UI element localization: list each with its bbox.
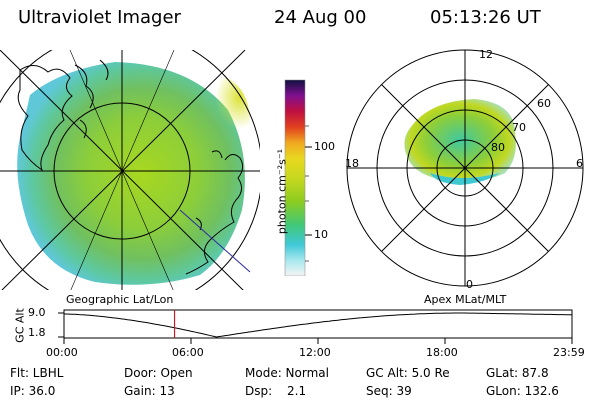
status-dsp-label: Dsp: [245, 384, 273, 398]
magnetic-polar-plot [346, 49, 584, 287]
intensity-colorbar [284, 79, 312, 276]
mlt-label-6: 6 [576, 157, 583, 170]
timeline-ytick-min: 1.8 [28, 326, 46, 339]
colorbar-tick-10: 10 [314, 228, 328, 241]
colorbar-tick-100: 100 [314, 140, 335, 153]
mlat-label-80: 80 [491, 141, 505, 154]
altitude-curve [64, 312, 572, 338]
timeline-xtick-0600: 06:00 [172, 346, 204, 359]
coastline-siberia [185, 154, 244, 275]
status-door: Door: Open [124, 366, 193, 380]
mlt-label-18: 18 [345, 157, 359, 170]
instrument-title: Ultraviolet Imager [18, 7, 181, 28]
status-filter: Flt: LBHL [10, 366, 64, 380]
mlat-label-70: 70 [512, 121, 526, 134]
observation-time: 05:13:26 UT [430, 7, 541, 28]
status-mode: Mode: Normal [245, 366, 329, 380]
mlt-label-12: 12 [479, 48, 493, 61]
status-gain: Gain: 13 [124, 384, 175, 398]
altitude-timeline [58, 309, 573, 344]
status-gc-alt: GC Alt: 5.0 Re [366, 366, 450, 380]
timeline-left-title: Geographic Lat/Lon [66, 293, 174, 306]
status-glon: GLon: 132.6 [486, 384, 559, 398]
timeline-ytick-max: 9.0 [28, 306, 46, 319]
mlt-label-0: 0 [466, 278, 473, 291]
mlat-label-60: 60 [537, 97, 551, 110]
observation-date: 24 Aug 00 [274, 7, 367, 28]
colorbar-unit-label: photon cm⁻²s⁻¹ [275, 148, 289, 235]
status-seq: Seq: 39 [366, 384, 412, 398]
geographic-auroral-image [0, 50, 260, 290]
status-glat: GLat: 87.8 [486, 366, 549, 380]
timeline-xtick-1200: 12:00 [299, 346, 331, 359]
coastline-greenland [17, 65, 73, 172]
status-ip: IP: 36.0 [10, 384, 56, 398]
timeline-xtick-0000: 00:00 [46, 346, 78, 359]
timeline-xtick-2359: 23:59 [553, 346, 585, 359]
timeline-xtick-1800: 18:00 [426, 346, 458, 359]
timeline-right-title: Apex MLat/MLT [424, 293, 507, 306]
status-dsp-value: 2.1 [287, 384, 307, 398]
